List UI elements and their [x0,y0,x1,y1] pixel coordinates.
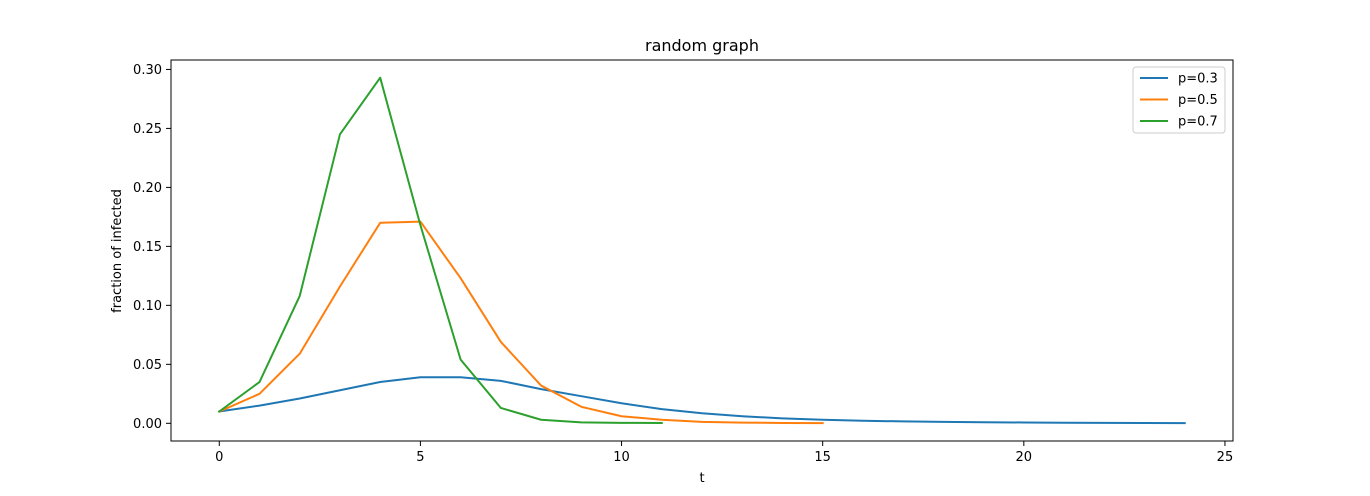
series-layer [217,76,1186,425]
y-tick-label: 0.05 [133,358,162,373]
legend: p=0.3 p=0.5 p=0.7 [1132,66,1226,134]
y-tick-label: 0.10 [133,299,162,314]
series-line-p-0-5 [217,220,824,425]
legend-label: p=0.7 [1178,115,1218,130]
x-tick-label: 0 [215,450,223,465]
legend-label: p=0.5 [1178,93,1218,108]
y-tick-label: 0.15 [133,240,162,255]
x-tick-label: 20 [1016,450,1033,465]
y-tick-label: 0.20 [133,181,162,196]
y-axis-label: fraction of infected [110,189,125,313]
y-tick-label: 0.00 [133,417,162,432]
series-line-p-0-3 [218,376,1186,425]
y-tick-label: 0.30 [133,63,162,78]
x-axis: 0 5 10 15 20 25 [215,441,1233,465]
legend-label: p=0.3 [1178,72,1218,87]
series-line-p-0-7 [217,76,663,424]
x-tick-label: 10 [613,450,630,465]
x-tick-label: 5 [416,450,424,465]
y-axis: 0.00 0.05 0.10 0.15 0.20 0.25 0.30 [133,63,171,432]
chart-title: random graph [645,36,759,55]
plot-area-frame [170,59,1234,442]
y-tick-label: 0.25 [133,122,162,137]
legend-box [1132,66,1226,134]
x-tick-label: 25 [1217,450,1234,465]
x-tick-label: 15 [814,450,831,465]
x-axis-label: t [699,471,704,486]
